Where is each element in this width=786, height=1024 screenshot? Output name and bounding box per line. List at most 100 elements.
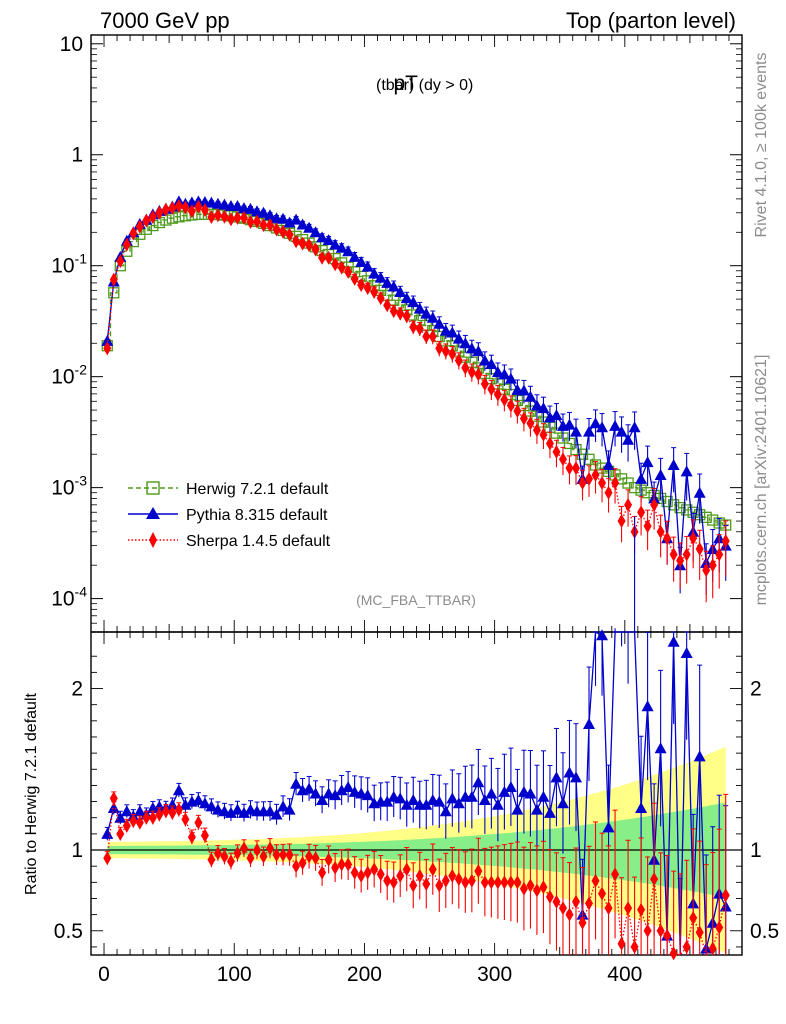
- ratio-series-line: [106, 798, 727, 957]
- legend-sherpa: Sherpa 1.4.5 default: [128, 532, 331, 550]
- ratio-data-point: [361, 789, 374, 801]
- data-point: [239, 210, 248, 225]
- data-point: [246, 214, 255, 229]
- ratio-data-point: [585, 896, 594, 911]
- data-point: [272, 222, 281, 237]
- ratio-data-point: [166, 798, 179, 810]
- data-point: [578, 476, 587, 491]
- data-point: [611, 476, 620, 491]
- ratio-data-point: [135, 815, 144, 830]
- data-point: [628, 421, 641, 433]
- data-point: [257, 206, 270, 218]
- ratio-data-point: [198, 797, 211, 809]
- data-point: [506, 398, 515, 413]
- data-point: [661, 495, 673, 508]
- legend-herwig: Herwig 7.2.1 default: [128, 481, 329, 498]
- data-point: [305, 238, 314, 253]
- data-point: [311, 242, 320, 257]
- ratio-data-point: [635, 802, 648, 814]
- legend-pythia-label: Pythia 8.315 default: [186, 507, 328, 524]
- data-point: [532, 423, 541, 438]
- ratio-data-point: [569, 771, 582, 783]
- data-point: [181, 200, 190, 215]
- data-point: [700, 511, 712, 523]
- ratio-data-point: [511, 803, 524, 815]
- data-point: [467, 365, 476, 380]
- ratio-data-point: [305, 849, 314, 864]
- ratio-data-point: [383, 873, 392, 888]
- ratio-ylabel: Ratio to Herwig 7.2.1 default: [23, 693, 40, 895]
- data-point: [565, 461, 574, 476]
- data-point: [226, 212, 235, 227]
- ratio-data-point: [493, 875, 502, 890]
- data-point: [318, 250, 327, 265]
- header-right: Top (parton level): [566, 8, 736, 33]
- ratio-data-point: [556, 797, 569, 809]
- ratio-data-point: [207, 852, 216, 867]
- data-point: [407, 296, 420, 308]
- ratio-data-point: [506, 875, 515, 890]
- ratio-data-point: [122, 818, 131, 833]
- ratio-data-point: [114, 811, 127, 823]
- ratio-data-point: [439, 805, 452, 817]
- data-point: [368, 267, 381, 279]
- legend-pythia: Pythia 8.315 default: [128, 507, 328, 524]
- data-point: [253, 214, 262, 229]
- ratio-data-point: [283, 803, 296, 815]
- data-point: [519, 411, 528, 426]
- ratio-data-point: [491, 798, 504, 810]
- ratio-xtick-label: 400: [607, 963, 642, 986]
- ratio-data-point: [721, 888, 730, 903]
- ratio-data-point: [467, 873, 476, 888]
- ratio-data-point: [290, 777, 303, 789]
- ratio-data-point: [264, 805, 277, 817]
- data-point: [530, 399, 543, 411]
- ratio-plot: 0 100 200 300 400 0.5 0.5 1 1 2 2: [54, 516, 779, 986]
- ratio-ytick-label-right: 1: [750, 839, 762, 862]
- data-point: [622, 433, 635, 445]
- data-point: [472, 345, 485, 357]
- ratio-data-point: [487, 875, 496, 890]
- ratio-data-point: [409, 878, 418, 893]
- data-point: [563, 418, 576, 430]
- ratio-data-point: [233, 846, 242, 861]
- data-point: [643, 519, 652, 534]
- ratio-data-point: [226, 854, 235, 869]
- ratio-data-point: [472, 776, 485, 788]
- data-point: [309, 226, 322, 238]
- data-point: [122, 237, 131, 252]
- ratio-data-point: [224, 806, 237, 818]
- data-point: [213, 208, 222, 223]
- ratio-data-point: [277, 800, 290, 812]
- data-point: [428, 329, 437, 344]
- ratio-data-point: [213, 846, 222, 861]
- data-point: [101, 334, 114, 346]
- ratio-data-point: [474, 864, 483, 879]
- ratio-data-point: [107, 802, 120, 814]
- data-point: [650, 497, 659, 512]
- ratio-xtick-label: 300: [477, 963, 512, 986]
- data-point: [109, 272, 118, 287]
- data-point: [361, 260, 374, 272]
- ratio-data-point: [309, 787, 322, 799]
- data-point: [487, 382, 496, 397]
- data-point: [259, 218, 268, 233]
- ratio-data-point: [630, 939, 639, 954]
- ratio-data-point: [318, 865, 327, 880]
- ratio-data-point: [524, 787, 537, 799]
- data-point: [244, 202, 257, 214]
- data-point: [459, 337, 472, 349]
- ratio-data-point: [259, 849, 268, 864]
- data-point: [264, 209, 277, 221]
- data-point: [654, 468, 667, 480]
- ratio-data-point: [109, 791, 118, 806]
- ratio-data-point: [331, 860, 340, 875]
- data-point: [591, 467, 600, 482]
- ratio-data-point: [116, 826, 125, 841]
- ratio-data-point: [266, 841, 275, 856]
- data-point: [409, 320, 418, 335]
- data-point: [200, 202, 209, 217]
- ratio-data-point: [129, 813, 138, 828]
- ratio-data-point: [637, 902, 646, 917]
- ratio-data-point: [500, 875, 509, 890]
